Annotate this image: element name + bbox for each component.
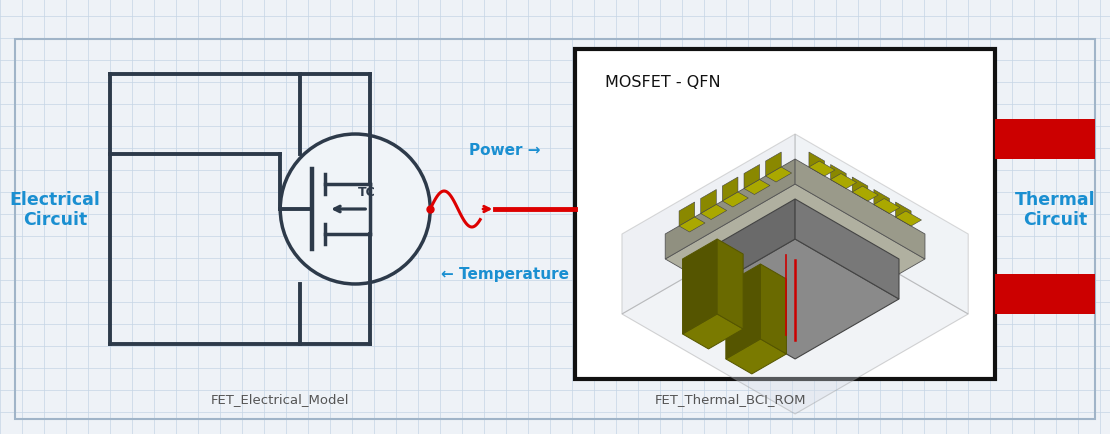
Bar [16, 40, 1094, 419]
Polygon shape [795, 160, 925, 260]
Polygon shape [692, 240, 899, 359]
Polygon shape [744, 180, 770, 195]
Polygon shape [665, 160, 795, 260]
Polygon shape [723, 193, 748, 207]
Text: FET_Electrical_Model: FET_Electrical_Model [211, 392, 350, 405]
Polygon shape [830, 174, 857, 189]
Polygon shape [692, 200, 795, 299]
Text: TC: TC [359, 185, 376, 198]
Polygon shape [809, 153, 825, 177]
Text: MOSFET - QFN: MOSFET - QFN [605, 75, 720, 90]
Polygon shape [683, 314, 743, 349]
Polygon shape [683, 240, 717, 334]
Polygon shape [852, 187, 878, 201]
Polygon shape [726, 339, 786, 374]
Polygon shape [700, 190, 716, 214]
Bar [575, 50, 995, 379]
Polygon shape [760, 264, 786, 354]
Polygon shape [766, 168, 791, 183]
Polygon shape [795, 135, 968, 314]
Text: ← Temperature: ← Temperature [441, 267, 569, 282]
Bar [995, 120, 1094, 160]
Polygon shape [679, 217, 705, 233]
Bar [995, 274, 1094, 314]
Circle shape [280, 135, 431, 284]
Polygon shape [622, 135, 795, 314]
Polygon shape [700, 205, 727, 220]
Text: Electrical
Circuit: Electrical Circuit [10, 190, 101, 229]
Polygon shape [809, 161, 835, 177]
Polygon shape [726, 264, 760, 359]
Polygon shape [665, 184, 925, 334]
Polygon shape [679, 203, 695, 227]
Polygon shape [896, 203, 911, 227]
Polygon shape [723, 178, 738, 201]
Polygon shape [830, 165, 846, 189]
Polygon shape [622, 214, 968, 414]
Polygon shape [874, 190, 889, 214]
Polygon shape [717, 240, 743, 329]
Text: FET_Thermal_BCI_ROM: FET_Thermal_BCI_ROM [655, 392, 806, 405]
Polygon shape [896, 211, 921, 227]
Polygon shape [874, 199, 900, 214]
Text: Thermal
Circuit: Thermal Circuit [1015, 190, 1096, 229]
Polygon shape [852, 178, 868, 201]
Polygon shape [766, 153, 781, 177]
Polygon shape [744, 165, 759, 189]
Polygon shape [795, 200, 899, 299]
Text: Power →: Power → [470, 142, 541, 157]
